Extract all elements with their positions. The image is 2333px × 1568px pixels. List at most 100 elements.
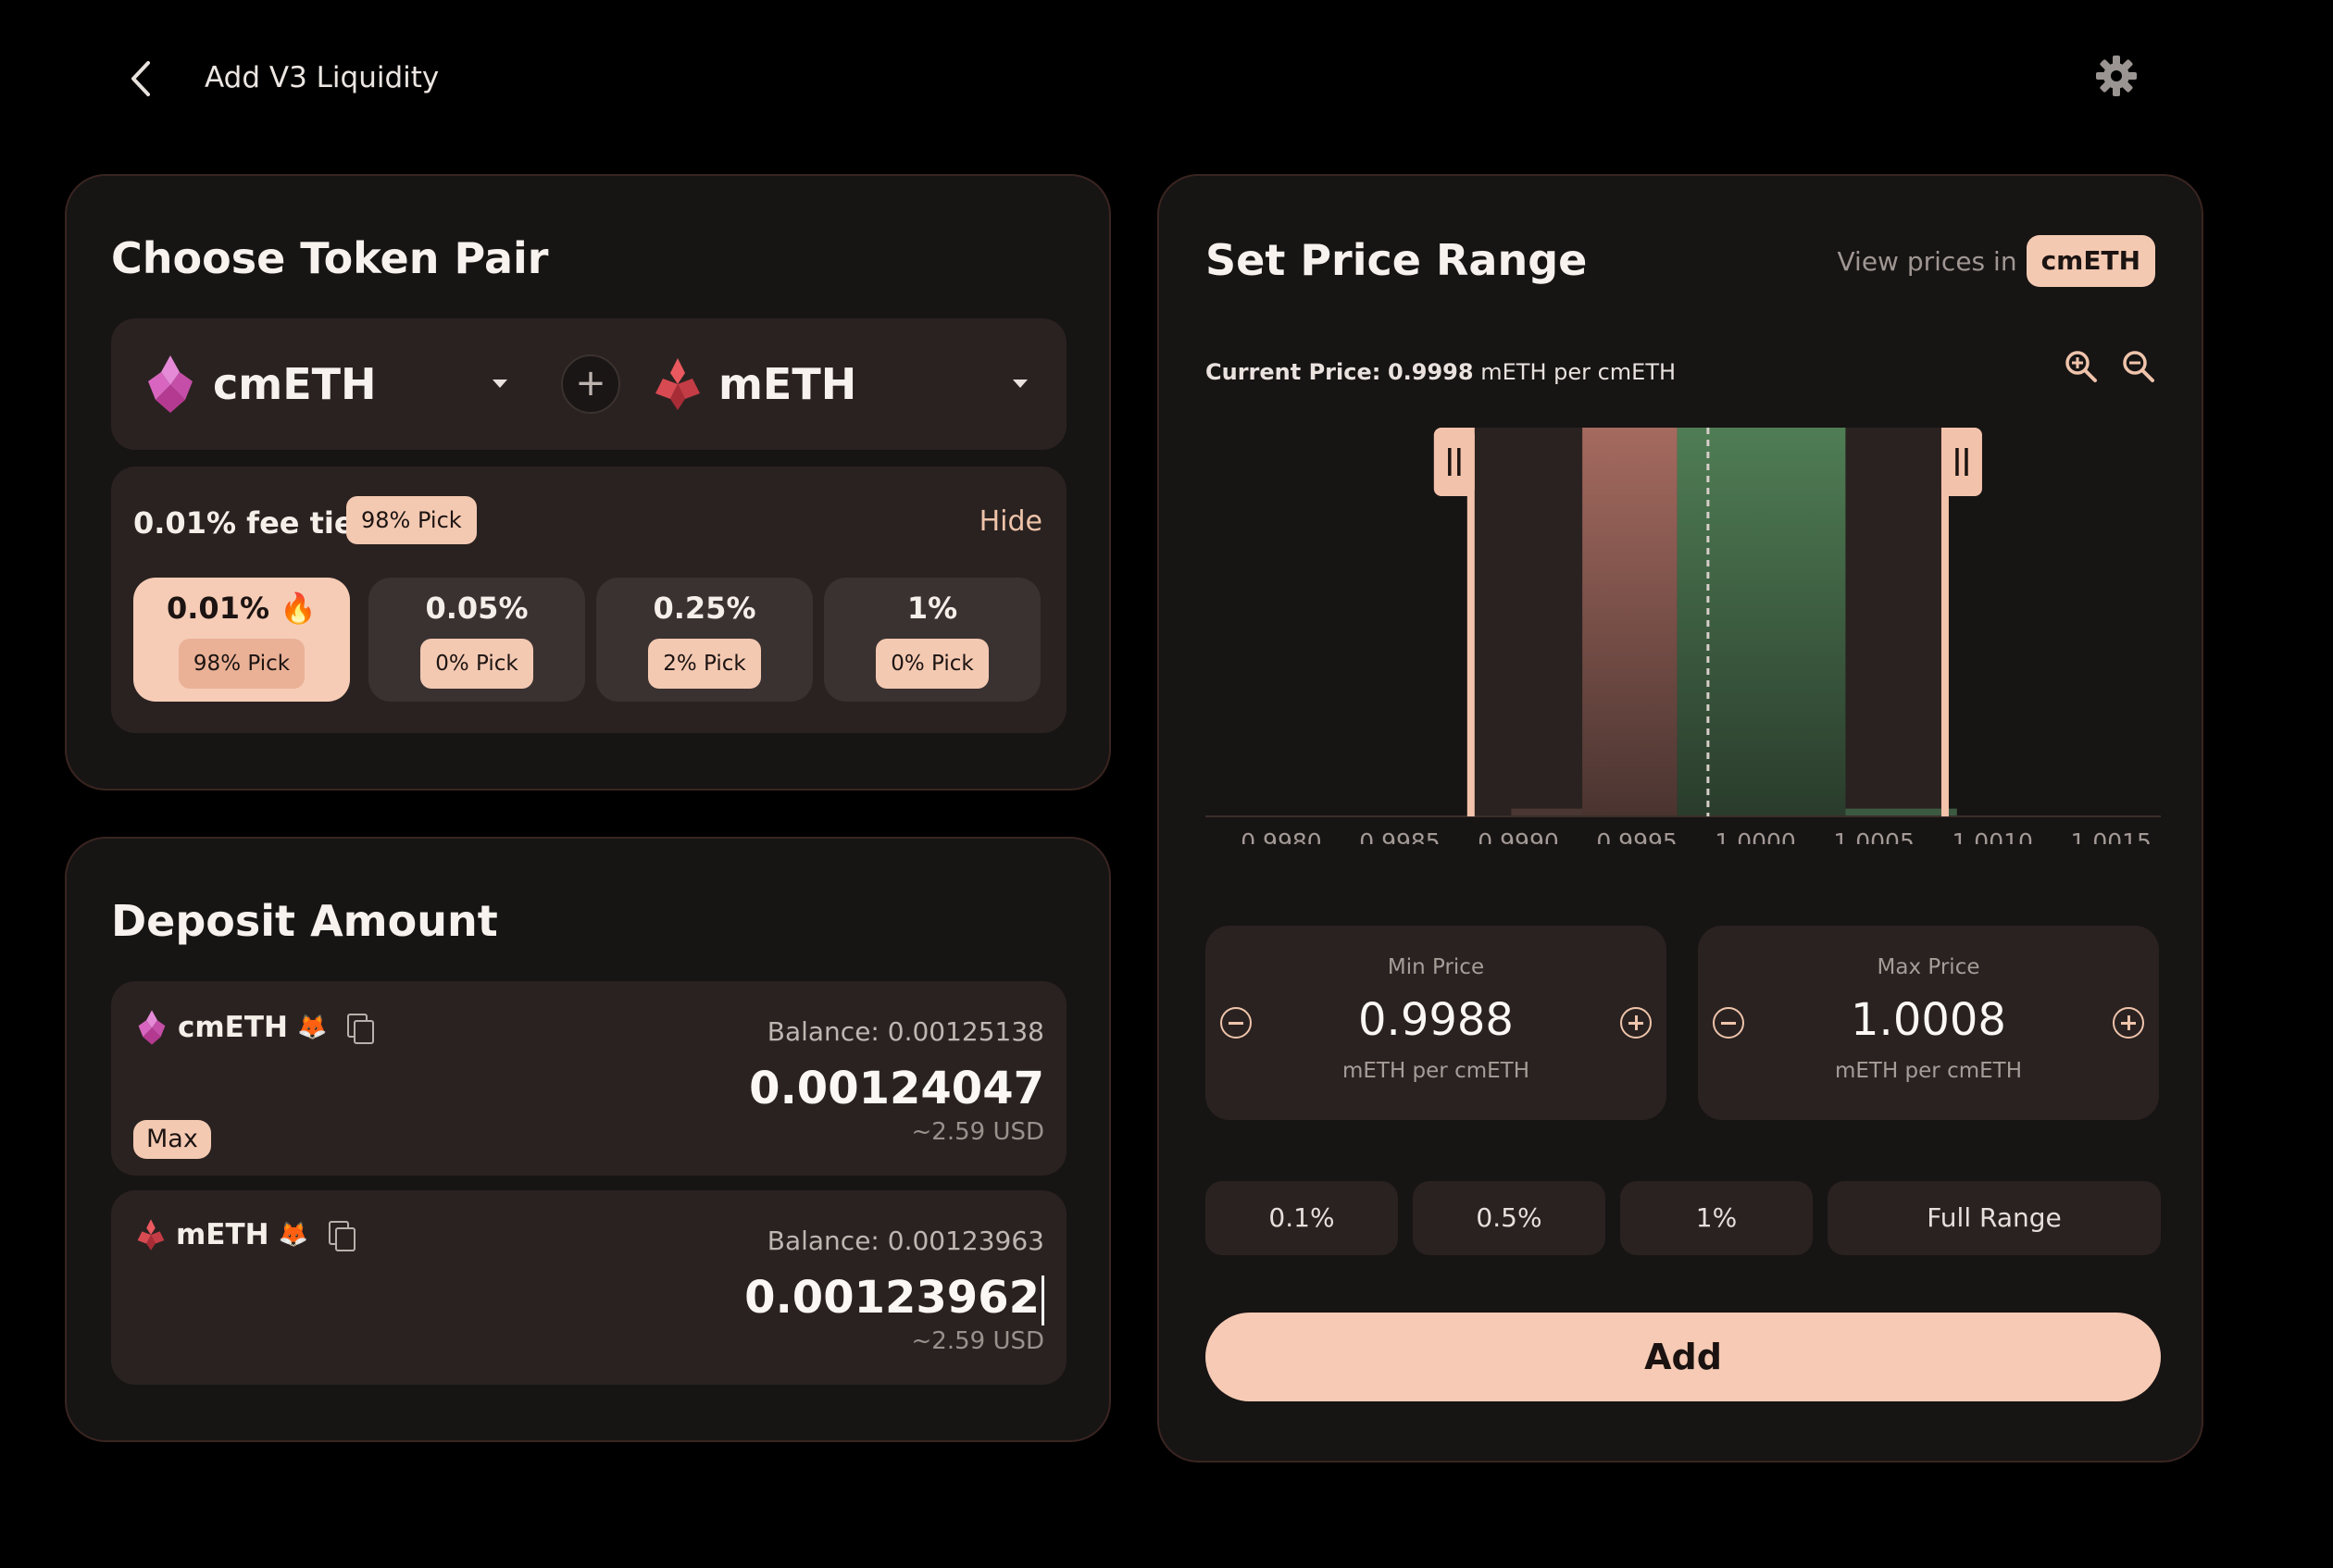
zoom-out-icon[interactable] bbox=[2120, 348, 2157, 385]
x-tick-label: 1.0000 bbox=[1715, 828, 1795, 844]
deposit-token: mETH 🦊 bbox=[135, 1218, 356, 1251]
fee-option-pct: 0.01% 🔥 bbox=[167, 591, 317, 626]
max-price-decrease-button[interactable] bbox=[1713, 1007, 1744, 1039]
min-price-handle-line bbox=[1466, 428, 1475, 816]
fee-option-0-05[interactable]: 0.05% 0% Pick bbox=[368, 578, 585, 702]
back-button[interactable] bbox=[120, 56, 167, 102]
fee-tier-label: 0.01% fee tier bbox=[133, 505, 369, 541]
min-price-increase-button[interactable] bbox=[1620, 1007, 1652, 1039]
gear-icon bbox=[2096, 56, 2137, 96]
view-prices-in: View prices in cmETH bbox=[1838, 235, 2155, 287]
token-b-symbol: mETH bbox=[718, 359, 857, 409]
deposit-token-symbol: mETH bbox=[176, 1218, 269, 1251]
liquidity-bar bbox=[1582, 428, 1678, 816]
token-pair-title: Choose Token Pair bbox=[111, 233, 549, 283]
copy-icon[interactable] bbox=[328, 1221, 356, 1251]
max-price-handle-line bbox=[1940, 428, 1949, 816]
deposit-amount-input[interactable]: 0.00124047 bbox=[749, 1063, 1044, 1114]
cmeth-token-icon bbox=[138, 1010, 166, 1045]
fee-hide-button[interactable]: Hide bbox=[979, 505, 1042, 538]
x-tick-label: 0.9980 bbox=[1241, 828, 1321, 844]
copy-icon[interactable] bbox=[347, 1014, 375, 1044]
text-cursor bbox=[1042, 1276, 1044, 1325]
liquidity-chart: 0.9980 0.9985 0.9990 0.9995 1.0000 1.0005 1.00… bbox=[1205, 428, 2161, 844]
max-price-title: Max Price bbox=[1877, 955, 1980, 979]
x-tick-label: 1.0010 bbox=[1952, 828, 2032, 844]
x-tick-label: 1.0015 bbox=[2070, 828, 2151, 844]
view-token-toggle[interactable]: cmETH bbox=[2026, 235, 2155, 287]
deposit-token: cmETH 🦊 bbox=[135, 1009, 375, 1046]
full-range-button[interactable]: Full Range bbox=[1828, 1181, 2161, 1255]
metamask-fox-icon[interactable]: 🦊 bbox=[278, 1221, 308, 1249]
token-a-caret-icon[interactable] bbox=[493, 380, 507, 388]
max-button[interactable]: Max bbox=[133, 1120, 211, 1159]
metamask-fox-icon[interactable]: 🦊 bbox=[296, 1014, 328, 1041]
current-price: Current Price: 0.9998 mETH per cmETH bbox=[1205, 359, 1676, 385]
deposit-amount-value: 0.00123962 bbox=[744, 1272, 1040, 1324]
view-prices-label: View prices in bbox=[1837, 245, 2017, 277]
preset-1-button[interactable]: 1% bbox=[1620, 1181, 1813, 1255]
max-price-drag-handle bbox=[1940, 428, 1982, 496]
zoom-in-icon[interactable] bbox=[2063, 348, 2100, 385]
current-price-value: 0.9998 bbox=[1387, 359, 1474, 385]
fee-pick-badge: 98% Pick bbox=[346, 496, 477, 544]
fee-option-pct: 1% bbox=[906, 591, 958, 626]
deposit-balance: Balance: 0.00125138 bbox=[767, 1016, 1044, 1047]
fee-option-pick: 0% Pick bbox=[876, 639, 989, 689]
max-price-value[interactable]: 1.0008 bbox=[1851, 994, 2006, 1046]
fee-option-pct: 0.05% bbox=[425, 591, 529, 626]
token-pair-card: Choose Token Pair cmETH + mETH 0.01% fee bbox=[65, 174, 1111, 790]
min-price-decrease-button[interactable] bbox=[1220, 1007, 1252, 1039]
liquidity-bar bbox=[1845, 808, 1957, 816]
token-a-symbol: cmETH bbox=[213, 359, 377, 409]
token-a-select[interactable]: cmETH bbox=[143, 350, 377, 418]
deposit-row-meth: mETH 🦊 Balance: 0.00123963 0.00123962 ~2… bbox=[111, 1190, 1067, 1385]
deposit-usd-value: ~2.59 USD bbox=[911, 1327, 1045, 1355]
preset-0-5-button[interactable]: 0.5% bbox=[1413, 1181, 1605, 1255]
deposit-usd-value: ~2.59 USD bbox=[911, 1118, 1045, 1146]
token-pair-row: cmETH + mETH bbox=[111, 318, 1067, 450]
x-tick-label: 0.9985 bbox=[1359, 828, 1440, 844]
chevron-left-icon bbox=[131, 61, 150, 96]
fee-option-0-25[interactable]: 0.25% 2% Pick bbox=[596, 578, 813, 702]
token-b-caret-icon[interactable] bbox=[1013, 380, 1028, 388]
current-price-unit: mETH per cmETH bbox=[1480, 359, 1677, 385]
max-price-increase-button[interactable] bbox=[2113, 1007, 2144, 1039]
deposit-balance: Balance: 0.00123963 bbox=[767, 1226, 1044, 1256]
fee-option-1[interactable]: 1% 0% Pick bbox=[824, 578, 1041, 702]
min-price-drag-handle bbox=[1433, 428, 1475, 496]
fee-tier-box: 0.01% fee tier 98% Pick Hide 0.01% 🔥 98%… bbox=[111, 467, 1067, 733]
min-price-title: Min Price bbox=[1387, 955, 1485, 979]
price-range-title: Set Price Range bbox=[1205, 235, 1588, 285]
deposit-amount-input[interactable]: 0.00123962 bbox=[744, 1272, 1044, 1325]
cmeth-token-icon bbox=[148, 355, 193, 413]
current-price-label: Current Price: bbox=[1205, 359, 1381, 385]
preset-0-1-button[interactable]: 0.1% bbox=[1205, 1181, 1398, 1255]
max-price-box: Max Price 1.0008 mETH per cmETH bbox=[1698, 926, 2159, 1120]
meth-token-icon bbox=[655, 358, 700, 410]
fee-option-pick: 98% Pick bbox=[178, 639, 306, 689]
page-title: Add V3 Liquidity bbox=[205, 61, 440, 94]
liquidity-bar bbox=[1511, 808, 1583, 816]
fee-option-pick: 0% Pick bbox=[420, 639, 533, 689]
x-tick-label: 0.9990 bbox=[1478, 828, 1558, 844]
max-price-unit: mETH per cmETH bbox=[1834, 1059, 2023, 1083]
min-price-unit: mETH per cmETH bbox=[1341, 1059, 1530, 1083]
deposit-card: Deposit Amount cmETH 🦊 Balance: 0.001251… bbox=[65, 837, 1111, 1442]
price-range-card: Set Price Range View prices in cmETH Cur… bbox=[1157, 174, 2203, 1462]
fee-option-0-01[interactable]: 0.01% 🔥 98% Pick bbox=[133, 578, 350, 702]
meth-token-icon bbox=[137, 1219, 165, 1251]
fee-option-pct: 0.25% bbox=[653, 591, 756, 626]
add-liquidity-button[interactable]: Add bbox=[1205, 1313, 2161, 1401]
min-price-box: Min Price 0.9988 mETH per cmETH bbox=[1205, 926, 1666, 1120]
fee-option-pick: 2% Pick bbox=[648, 639, 761, 689]
liquidity-bar bbox=[1677, 428, 1846, 816]
deposit-token-symbol: cmETH bbox=[178, 1011, 288, 1044]
min-price-value[interactable]: 0.9988 bbox=[1358, 994, 1514, 1046]
settings-button[interactable] bbox=[2094, 54, 2139, 98]
deposit-title: Deposit Amount bbox=[111, 896, 498, 946]
token-b-select[interactable]: mETH bbox=[652, 350, 856, 418]
pair-plus-icon: + bbox=[561, 355, 620, 414]
x-tick-label: 1.0005 bbox=[1833, 828, 1914, 844]
x-tick-label: 0.9995 bbox=[1596, 828, 1677, 844]
